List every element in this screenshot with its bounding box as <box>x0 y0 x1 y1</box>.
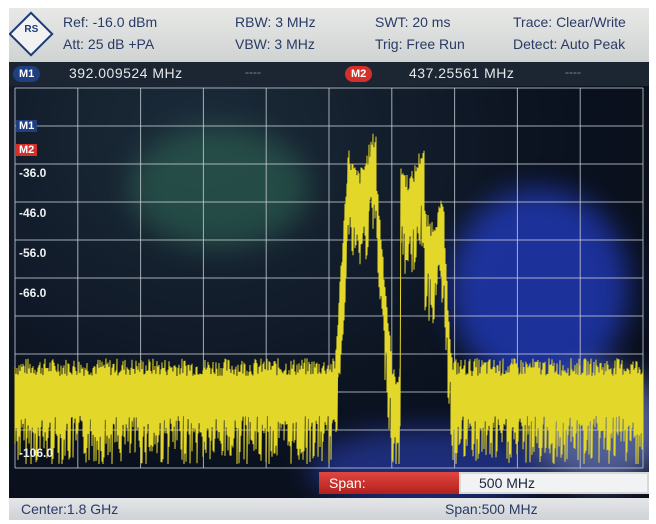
frequency-footer: Center:1.8 GHz Span:500 MHz <box>9 498 649 520</box>
y-tick-label: -106.0 <box>19 446 54 460</box>
detect-label: Detect <box>513 36 554 52</box>
span-input-field[interactable]: 500 MHz <box>459 472 649 494</box>
rohde-schwarz-logo: RS <box>9 11 54 57</box>
settings-header: RS Ref: -16.0 dBm Att: 25 dB +PA RBW: 3 … <box>9 8 649 62</box>
marker-readout-bar: M1 392.009524 MHz ---- M2 437.25561 MHz … <box>9 62 649 86</box>
vbw-value: 3 MHz <box>274 36 315 52</box>
ref-level[interactable]: Ref: -16.0 dBm <box>63 14 158 30</box>
y-tick-label: -36.0 <box>19 166 47 180</box>
swt-value: 20 ms <box>412 14 451 30</box>
span-entry: Span: 500 MHz <box>319 472 649 494</box>
att-value: 25 dB +PA <box>87 36 155 52</box>
marker-m2-level-tag[interactable]: M2 <box>16 144 38 156</box>
ref-label: Ref <box>63 14 85 30</box>
marker-m1-badge[interactable]: M1 <box>13 66 41 82</box>
swt-label: SWT <box>375 14 405 30</box>
rbw-setting[interactable]: RBW: 3 MHz <box>235 14 316 30</box>
trig-label: Trig <box>375 36 399 52</box>
detect-value: Auto Peak <box>560 36 626 52</box>
y-tick-label: -56.0 <box>19 246 47 260</box>
spectrum-plot[interactable] <box>9 86 649 472</box>
trace-label: Trace <box>513 14 549 30</box>
reflection-glare <box>129 128 309 248</box>
y-tick-label: -46.0 <box>19 206 47 220</box>
rbw-label: RBW <box>235 14 268 30</box>
spectrum-trace <box>14 133 644 465</box>
reflection-glare <box>449 188 629 388</box>
span-input-label: Span: <box>319 472 459 494</box>
marker-m1-level-tag[interactable]: M1 <box>16 120 38 132</box>
analyzer-screen: RS Ref: -16.0 dBm Att: 25 dB +PA RBW: 3 … <box>9 8 649 520</box>
sweep-time[interactable]: SWT: 20 ms <box>375 14 451 30</box>
detector-mode[interactable]: Detect: Auto Peak <box>513 36 626 52</box>
marker-placeholder: ---- <box>565 65 581 79</box>
trace-mode[interactable]: Trace: Clear/Write <box>513 14 626 30</box>
vbw-setting[interactable]: VBW: 3 MHz <box>235 36 315 52</box>
marker-m2-frequency: 437.25561 MHz <box>409 65 515 81</box>
marker-m1-frequency: 392.009524 MHz <box>69 65 183 81</box>
marker-placeholder: ---- <box>245 65 261 79</box>
ref-value: -16.0 dBm <box>92 14 158 30</box>
vbw-label: VBW <box>235 36 267 52</box>
marker-m2-badge[interactable]: M2 <box>345 66 373 82</box>
span-readout[interactable]: Span:500 MHz <box>445 501 538 517</box>
trigger-setting[interactable]: Trig: Free Run <box>375 36 465 52</box>
center-frequency[interactable]: Center:1.8 GHz <box>21 501 119 517</box>
attenuation[interactable]: Att: 25 dB +PA <box>63 36 155 52</box>
y-tick-label: -66.0 <box>19 286 47 300</box>
trace-value: Clear/Write <box>556 14 626 30</box>
trig-value: Free Run <box>406 36 465 52</box>
rbw-value: 3 MHz <box>275 14 316 30</box>
att-label: Att <box>63 36 81 52</box>
